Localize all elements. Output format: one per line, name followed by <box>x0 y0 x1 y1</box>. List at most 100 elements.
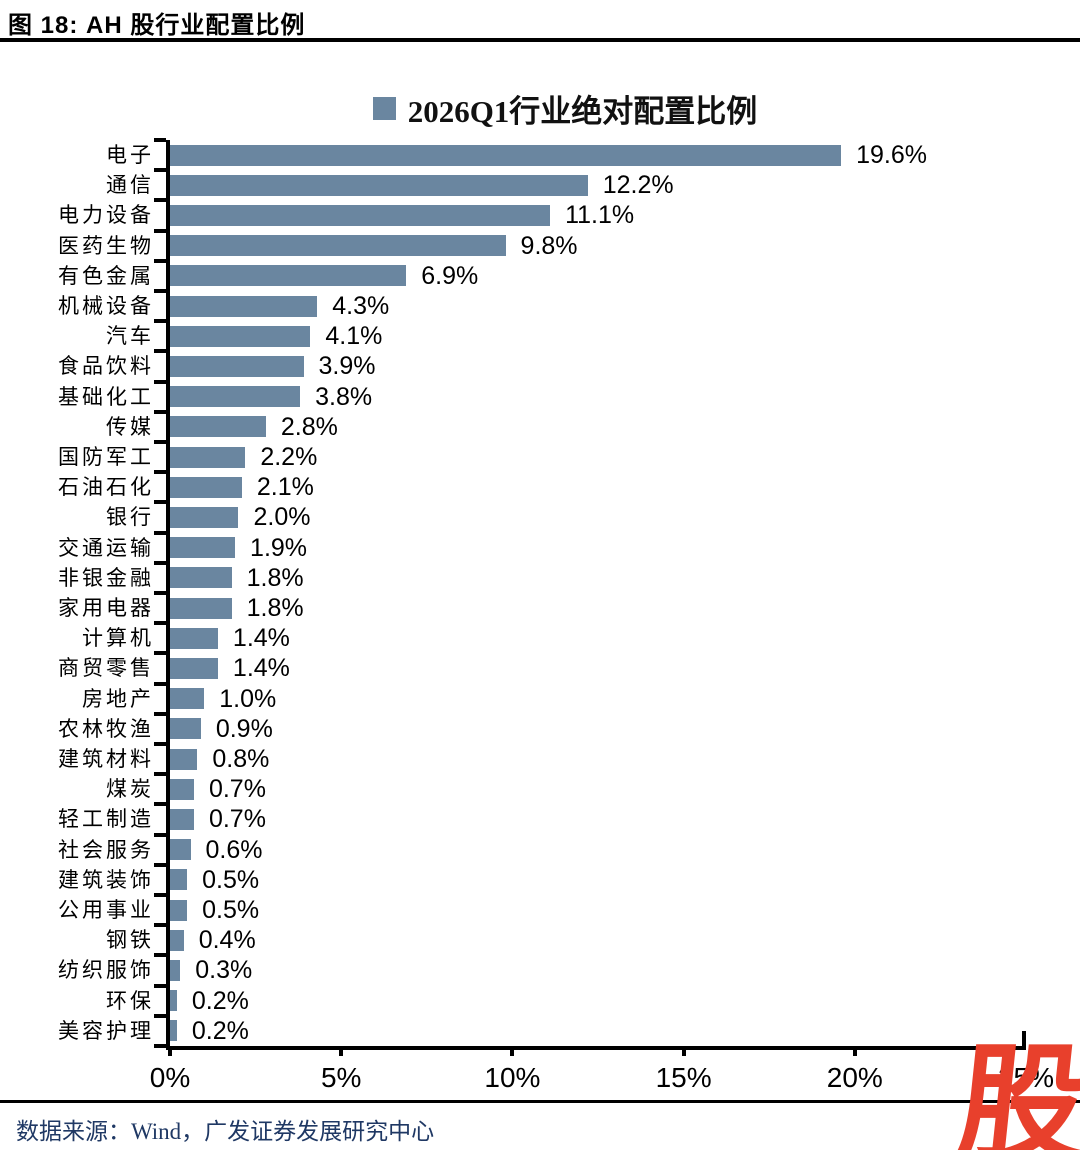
x-axis-tick <box>339 1046 344 1056</box>
bar-row: 家用电器 1.8% <box>58 593 1026 623</box>
bar-row: 医药生物 9.8% <box>58 231 1026 261</box>
value-label: 1.4% <box>232 654 290 683</box>
bar <box>170 567 232 589</box>
value-label: 1.4% <box>232 624 290 653</box>
category-label: 基础化工 <box>58 384 154 409</box>
category-label: 非银金融 <box>58 565 154 590</box>
value-label: 0.7% <box>208 805 266 834</box>
category-label: 农林牧渔 <box>58 716 154 741</box>
category-label: 机械设备 <box>58 294 154 318</box>
bar <box>170 1020 177 1042</box>
value-label: 3.8% <box>315 382 373 411</box>
bar <box>170 476 242 498</box>
category-label: 石油石化 <box>58 475 154 500</box>
bar <box>170 627 218 649</box>
caption-divider <box>0 38 1080 42</box>
value-label: 0.8% <box>212 745 270 773</box>
value-label: 0.4% <box>198 926 256 955</box>
bar-row: 环保 0.2% <box>106 986 1026 1016</box>
bar-row: 社会服务 0.6% <box>58 835 1026 865</box>
y-axis-tick <box>154 379 166 384</box>
value-label: 4.1% <box>325 322 383 351</box>
bar-row: 煤炭 0.7% <box>106 774 1026 804</box>
bar-row: 基础化工 3.8% <box>58 382 1026 412</box>
bar-row: 纺织服饰 0.3% <box>58 955 1026 985</box>
x-axis-tick <box>852 1046 857 1056</box>
bar-row: 汽车 4.1% <box>106 321 1026 351</box>
bar <box>170 386 301 408</box>
y-axis-tick <box>154 651 166 656</box>
bar <box>170 990 177 1012</box>
bar-row: 轻工制造 0.7% <box>58 804 1026 834</box>
footer-divider <box>0 1100 1080 1103</box>
x-axis-tick-label: 0% <box>149 1062 191 1093</box>
value-label: 12.2% <box>602 171 674 200</box>
y-axis-tick <box>154 1013 166 1018</box>
category-label: 国防军工 <box>58 445 154 469</box>
bar-row: 商贸零售 1.4% <box>58 653 1026 683</box>
x-axis-tick-label: 20% <box>826 1062 883 1093</box>
y-axis-tick <box>154 953 166 958</box>
y-axis-tick <box>154 228 166 233</box>
y-axis-tick <box>154 319 166 324</box>
chart-legend: 2026Q1行业绝对配置比例 <box>25 86 1080 131</box>
bar <box>170 778 194 800</box>
value-label: 0.7% <box>208 775 266 804</box>
y-axis-tick <box>154 289 166 293</box>
bar-row: 传媒 2.8% <box>106 412 1026 442</box>
bar-row: 钢铁 0.4% <box>106 925 1026 955</box>
category-label: 汽车 <box>106 324 154 349</box>
category-label: 社会服务 <box>58 837 154 862</box>
bar <box>170 808 194 830</box>
x-axis-tick-label: 5% <box>320 1062 362 1093</box>
bar <box>170 416 266 438</box>
x-axis-tick <box>168 1046 172 1056</box>
bar <box>170 748 198 770</box>
value-label: 0.3% <box>195 956 253 985</box>
category-label: 通信 <box>106 173 154 198</box>
category-label: 食品饮料 <box>58 354 154 379</box>
y-axis-tick <box>154 409 166 414</box>
category-label: 电子 <box>106 143 154 167</box>
category-label: 纺织服饰 <box>58 958 154 983</box>
bar <box>170 265 407 287</box>
bar <box>170 929 184 951</box>
bar-row: 电力设备 11.1% <box>58 200 1026 230</box>
bar-row: 房地产 1.0% <box>82 684 1026 714</box>
y-axis-tick <box>154 470 166 475</box>
value-label: 6.9% <box>421 261 479 290</box>
bar <box>170 688 205 710</box>
value-label: 0.6% <box>205 835 263 864</box>
category-label: 传媒 <box>106 414 154 439</box>
bar-row: 有色金属 6.9% <box>58 261 1026 291</box>
value-label: 0.5% <box>202 896 260 924</box>
y-axis-tick <box>154 168 166 173</box>
category-label: 轻工制造 <box>58 807 154 832</box>
category-label: 银行 <box>106 505 154 530</box>
x-axis-tick-label: 10% <box>484 1062 541 1093</box>
value-label: 1.8% <box>246 563 304 592</box>
bar <box>170 204 551 226</box>
y-axis-tick <box>154 772 166 777</box>
bar-row: 交通运输 1.9% <box>58 533 1026 563</box>
y-axis-tick <box>154 923 166 928</box>
category-label: 房地产 <box>82 686 154 711</box>
y-axis-tick <box>154 560 166 565</box>
y-axis-tick <box>154 530 166 535</box>
bar <box>170 597 232 619</box>
category-label: 医药生物 <box>58 233 154 258</box>
bar-row: 食品饮料 3.9% <box>58 351 1026 381</box>
value-label: 3.9% <box>318 352 376 381</box>
y-axis-tick <box>154 138 166 142</box>
bar-row: 建筑材料 0.8% <box>58 744 1026 774</box>
bar-row: 建筑装饰 0.5% <box>58 865 1026 895</box>
bar <box>170 899 188 921</box>
x-axis-tick <box>510 1046 515 1056</box>
bar-row: 美容护理 0.2% <box>58 1016 1026 1046</box>
y-axis-tick <box>154 893 166 897</box>
bar <box>170 144 842 166</box>
bar-row: 计算机 1.4% <box>82 623 1026 653</box>
category-label: 煤炭 <box>106 777 154 802</box>
category-label: 有色金属 <box>58 263 154 288</box>
bar <box>170 718 201 740</box>
